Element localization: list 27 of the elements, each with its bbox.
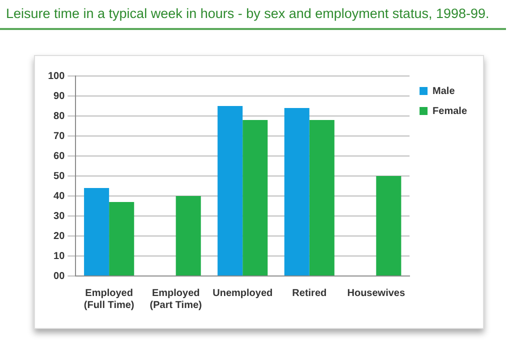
bar bbox=[218, 106, 243, 276]
chart-title: Leisure time in a typical week in hours - by sex and employment status, 1998-99. bbox=[0, 0, 506, 30]
bar bbox=[176, 196, 201, 276]
bar bbox=[242, 120, 268, 276]
y-tick-label: 50 bbox=[54, 170, 66, 182]
y-tick-label: 20 bbox=[54, 230, 66, 242]
y-tick-label: 60 bbox=[54, 150, 66, 162]
bar bbox=[309, 120, 334, 276]
legend-label: Female bbox=[432, 106, 468, 117]
x-tick-label: Employed (Full Time) bbox=[84, 288, 134, 311]
y-tick-label: 30 bbox=[54, 210, 66, 222]
y-tick-label: 00 bbox=[54, 270, 66, 282]
y-tick-label: 90 bbox=[54, 90, 66, 102]
y-tick-label: 40 bbox=[54, 190, 66, 202]
y-tick-label: 80 bbox=[54, 110, 66, 122]
x-tick-label: Housewives bbox=[347, 288, 406, 299]
legend-label: Male bbox=[432, 86, 456, 97]
x-tick-label: Employed (Part Time) bbox=[150, 288, 202, 311]
bar bbox=[109, 202, 134, 276]
y-tick-label: 70 bbox=[54, 130, 66, 142]
bar bbox=[376, 176, 402, 276]
x-tick-label: Unemployed bbox=[212, 288, 273, 299]
y-tick-label: 10 bbox=[54, 250, 66, 262]
bar bbox=[84, 188, 110, 276]
y-tick-label: 100 bbox=[48, 70, 66, 82]
x-tick-label: Retired bbox=[292, 288, 327, 299]
bar bbox=[284, 108, 310, 276]
